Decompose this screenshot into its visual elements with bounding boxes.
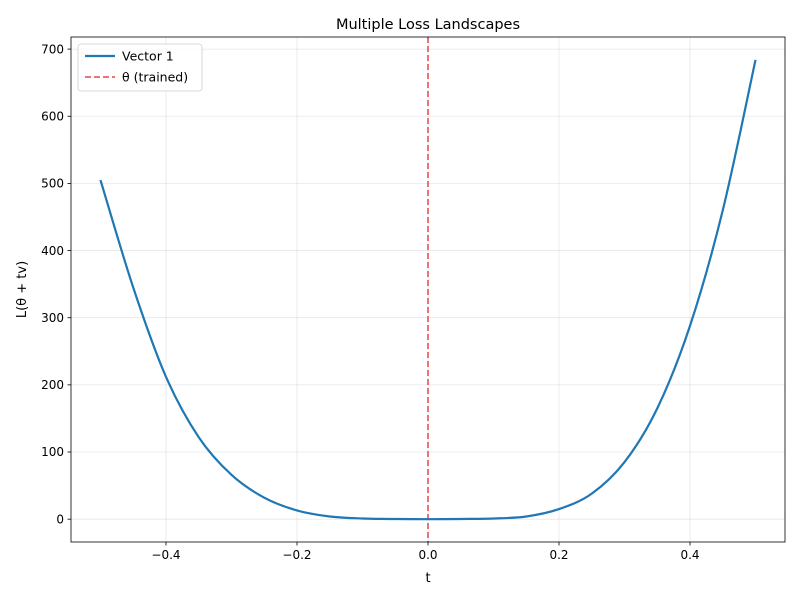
series-lines [99, 59, 757, 521]
plot-frame [70, 36, 786, 543]
y-tick-label: 0 [56, 512, 64, 526]
y-tick-label: 300 [41, 311, 64, 325]
y-tick-label: 100 [41, 445, 64, 459]
x-tick-label: 0.0 [418, 548, 437, 562]
chart-title: Multiple Loss Landscapes [336, 17, 520, 33]
y-tick-label: 400 [41, 244, 64, 258]
y-tick-label: 500 [41, 177, 64, 191]
y-axis-label: L(θ + tv) [15, 261, 30, 318]
x-tick-label: 0.2 [549, 548, 568, 562]
y-axis-ticks: 0 100 200 300 400 500 600 700 [41, 42, 71, 526]
y-tick-label: 600 [41, 109, 64, 123]
x-axis-label: t [425, 571, 430, 586]
x-tick-label: −0.2 [282, 548, 311, 562]
x-axis-ticks: −0.4 −0.2 0.0 0.2 0.4 [151, 542, 700, 562]
y-tick-label: 700 [41, 42, 64, 56]
legend: Vector 1 θ (trained) [77, 43, 203, 92]
legend-label-theta-trained: θ (trained) [122, 70, 188, 85]
x-tick-label: 0.4 [680, 548, 699, 562]
y-tick-label: 200 [41, 378, 64, 392]
legend-label-vector-1: Vector 1 [122, 49, 174, 64]
series-line-vector-1 [99, 59, 757, 521]
x-tick-label: −0.4 [151, 548, 180, 562]
